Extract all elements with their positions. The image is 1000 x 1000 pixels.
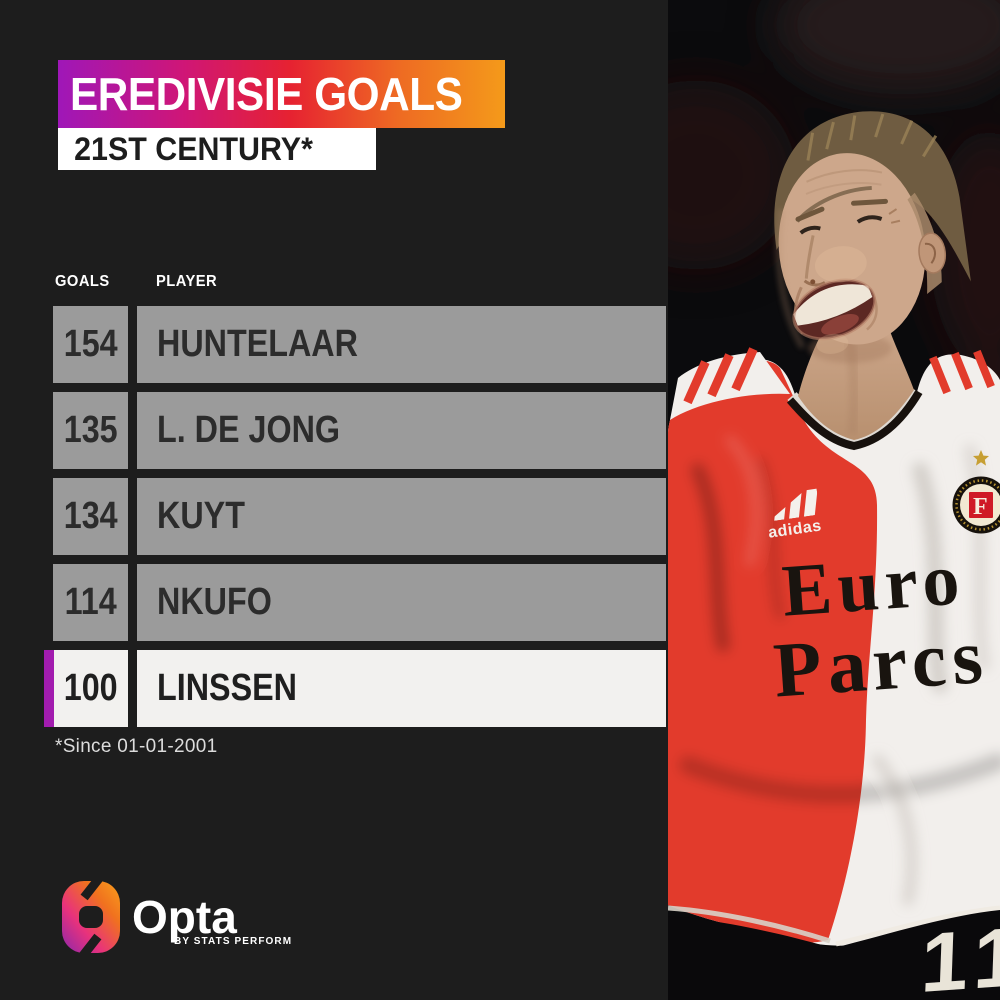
jersey-hem-right	[835, 905, 1000, 947]
feyenoord-crest-icon: F	[952, 450, 1000, 534]
table-row: 154 HUNTELAAR	[53, 306, 666, 383]
title-banner: EREDIVISIE GOALS	[58, 60, 505, 128]
player-cell: LINSSEN	[137, 650, 666, 727]
opta-logo-icon	[62, 880, 120, 954]
sponsor-text: Euro Parcs	[771, 538, 991, 714]
brand-lockup: Opta BY STATS PERFORM	[60, 880, 360, 960]
player-cell: L. DE JONG	[137, 392, 666, 469]
collar-trim	[787, 386, 921, 447]
table-row: 100 LINSSEN	[44, 650, 666, 727]
player-head	[774, 111, 971, 355]
hair-texture	[806, 113, 938, 161]
neck	[798, 320, 914, 440]
goals-cell: 134	[53, 478, 128, 555]
column-header-player: PLAYER	[156, 273, 218, 290]
goals-cell: 114	[53, 564, 128, 641]
brand-byline: BY STATS PERFORM	[174, 936, 293, 947]
highlight-accent-bar	[44, 650, 54, 727]
crest-letter: F	[973, 494, 988, 520]
goals-cell: 100	[54, 650, 128, 727]
footnote: *Since 01-01-2001	[55, 736, 218, 757]
player-photo: F adidas Euro Parcs 11	[668, 0, 1000, 1000]
sponsor-line2: Parcs	[771, 612, 991, 714]
table-row: 114 NKUFO	[53, 564, 666, 641]
collar	[786, 389, 923, 451]
shorts	[668, 910, 1000, 1000]
jersey-folds	[679, 435, 1000, 906]
adidas-stripes-right	[929, 349, 995, 395]
table-row: 135 L. DE JONG	[53, 392, 666, 469]
adidas-stripes-left	[683, 347, 758, 405]
subtitle-banner: 21ST CENTURY*	[58, 128, 376, 170]
table-row: 134 KUYT	[53, 478, 666, 555]
goals-cell: 154	[53, 306, 128, 383]
player-cell: KUYT	[137, 478, 666, 555]
mouth	[792, 278, 877, 341]
brand-name: Opta	[132, 891, 237, 943]
player-cell: NKUFO	[137, 564, 666, 641]
player-cell: HUNTELAAR	[137, 306, 666, 383]
column-header-goals: GOALS	[55, 273, 110, 290]
shorts-number: 11	[919, 909, 1000, 1000]
hair	[774, 111, 971, 282]
sponsor-line1: Euro	[780, 538, 968, 633]
page-title: EREDIVISIE GOALS	[69, 68, 463, 120]
goals-cell: 135	[53, 392, 128, 469]
page-subtitle: 21ST CENTURY*	[74, 131, 313, 167]
jersey-hem	[668, 905, 831, 944]
